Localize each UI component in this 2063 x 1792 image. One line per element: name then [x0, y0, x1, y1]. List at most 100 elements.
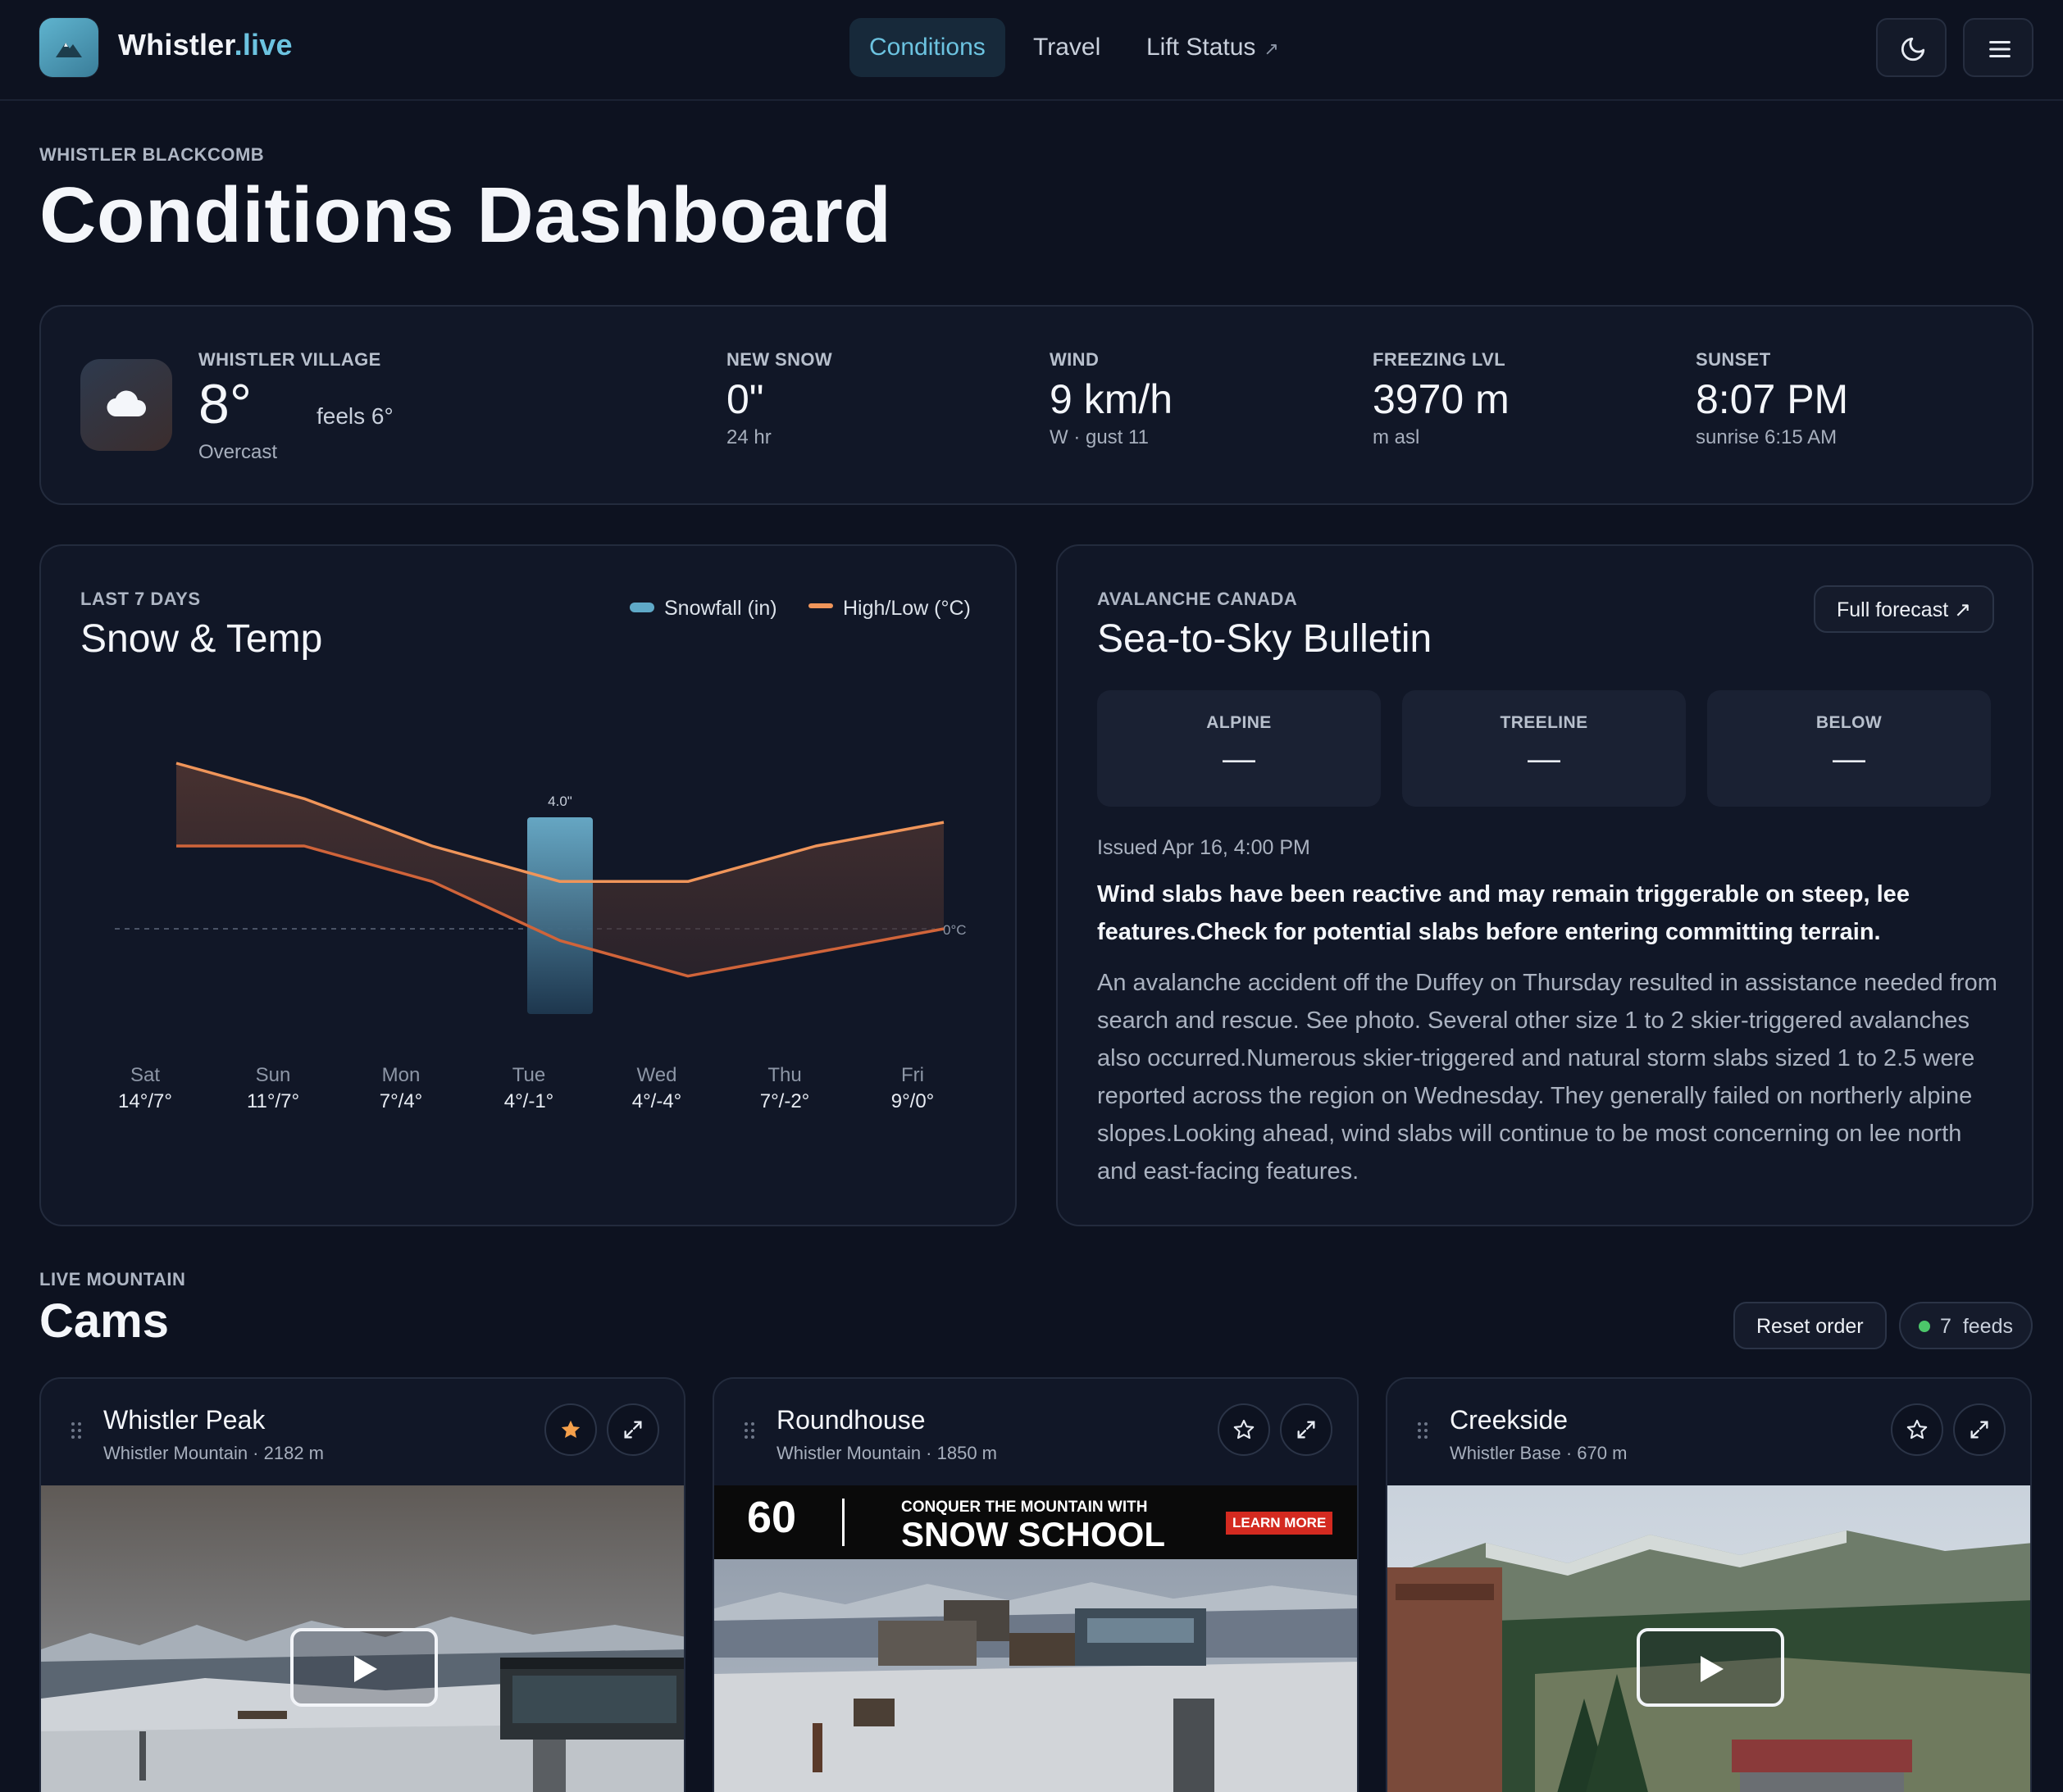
- danger-treeline-value: —: [1528, 741, 1560, 777]
- sunset-label: SUNSET: [1696, 349, 1771, 370]
- brand-name[interactable]: Whistler.live: [118, 28, 293, 62]
- bulletin-issued: Issued Apr 16, 4:00 PM: [1097, 836, 1310, 859]
- danger-alpine-label: ALPINE: [1206, 713, 1272, 732]
- cam-title: Whistler Peak: [103, 1405, 266, 1435]
- weather-summary: Overcast: [198, 441, 278, 463]
- bulletin-highlight: Wind slabs have been reactive and may re…: [1097, 881, 1910, 945]
- low-temp-line: [176, 844, 945, 978]
- danger-alpine-value: —: [1223, 741, 1255, 777]
- wind-sub: W · gust 11: [1050, 426, 1149, 448]
- star-outline-icon: [1906, 1419, 1928, 1440]
- drag-handle-icon[interactable]: [1417, 1421, 1428, 1440]
- expand-button[interactable]: [1953, 1403, 2006, 1456]
- cam-feed-image[interactable]: [41, 1485, 684, 1792]
- page-title: Conditions Dashboard: [39, 171, 892, 259]
- day-name-wed: Wed: [636, 1064, 677, 1086]
- freezing-level-label: FREEZING LVL: [1373, 349, 1506, 370]
- day-temps-sat: 14°/7°: [118, 1090, 172, 1112]
- ad-line2: SNOW SCHOOL: [901, 1515, 1165, 1553]
- day-temps-wed: 4°/-4°: [631, 1090, 682, 1112]
- danger-below-label: BELOW: [1815, 713, 1883, 732]
- legend-highlow: High/Low (°C): [808, 597, 971, 621]
- legend-highlow-swatch: [808, 603, 833, 609]
- new-snow-value: 0": [726, 376, 764, 422]
- play-button[interactable]: [290, 1628, 438, 1707]
- day-name-sat: Sat: [130, 1064, 161, 1086]
- feeds-label: feeds: [1962, 1315, 2013, 1338]
- favorite-button[interactable]: [1218, 1403, 1270, 1456]
- new-snow-sub: 24 hr: [726, 426, 772, 448]
- cam-feed-image[interactable]: [1387, 1485, 2030, 1792]
- reset-order-button[interactable]: Reset order: [1733, 1302, 1887, 1349]
- cam-title: Creekside: [1450, 1405, 1569, 1435]
- star-filled-icon: [561, 1420, 581, 1439]
- snowfall-bar-tue: [527, 817, 593, 1014]
- cam-subtitle: Whistler Mountain · 1850 m: [776, 1443, 997, 1463]
- expand-icon: [1297, 1421, 1315, 1439]
- nav-link-lift-status[interactable]: Lift Status ↗: [1127, 18, 1299, 77]
- legend-highlow-label: High/Low (°C): [843, 597, 971, 620]
- danger-below-value: —: [1833, 741, 1865, 777]
- favorite-button[interactable]: [544, 1403, 597, 1456]
- cams-eyebrow: LIVE MOUNTAIN: [39, 1269, 186, 1289]
- new-snow-label: NEW SNOW: [726, 349, 833, 370]
- legend-snowfall-swatch: [630, 603, 654, 613]
- day-name-thu: Thu: [767, 1064, 802, 1086]
- full-forecast-button[interactable]: Full forecast ↗: [1814, 585, 1995, 633]
- cloud-icon: [107, 390, 146, 417]
- cam-card-roundhouse[interactable]: Roundhouse Whistler Mountain · 1850 m: [713, 1377, 1359, 1792]
- current-temp: 8°: [198, 373, 253, 435]
- legend-snowfall: Snowfall (in): [630, 597, 777, 621]
- day-name-tue: Tue: [512, 1064, 546, 1086]
- day-name-fri: Fri: [901, 1064, 924, 1086]
- cam-title: Roundhouse: [776, 1405, 926, 1435]
- sunset-value: 8:07 PM: [1696, 376, 1849, 422]
- high-temp-line: [175, 762, 945, 884]
- play-icon: [354, 1656, 377, 1682]
- day-temps-tue: 4°/-1°: [503, 1090, 554, 1112]
- avalanche-bulletin-card: AVALANCHE CANADA Sea-to-Sky Bulletin Ful…: [1056, 544, 2033, 1226]
- nav-link-lift-status-label: Lift Status: [1146, 34, 1256, 61]
- bulletin-title: Sea-to-Sky Bulletin: [1097, 617, 1432, 661]
- cam-card-creekside[interactable]: Creekside Whistler Base · 670 m: [1386, 1377, 2032, 1792]
- play-icon: [1701, 1656, 1724, 1682]
- legend-snowfall-label: Snowfall (in): [664, 597, 777, 620]
- theme-toggle-button[interactable]: [1876, 18, 1947, 77]
- whistler-peak-scene: [41, 1485, 684, 1792]
- cam-feed-image[interactable]: 60 CONQUER THE MOUNTAIN WITH SNOW SCHOOL…: [714, 1485, 1357, 1792]
- cam-subtitle: Whistler Mountain · 2182 m: [103, 1443, 324, 1463]
- live-dot-icon: [1919, 1321, 1930, 1332]
- cam-card-whistler-peak[interactable]: Whistler Peak Whistler Mountain · 2182 m: [39, 1377, 685, 1792]
- nav-link-conditions-label: Conditions: [869, 34, 986, 61]
- bulletin-body: An avalanche accident off the Duffey on …: [1097, 970, 1997, 1185]
- ad-divider: [842, 1499, 845, 1546]
- ad-banner[interactable]: 60 CONQUER THE MOUNTAIN WITH SNOW SCHOOL…: [714, 1485, 1357, 1559]
- current-conditions-card: WHISTLER VILLAGE 8° feels 6° Overcast NE…: [39, 305, 2033, 505]
- ad-learn-more-button[interactable]: LEARN MORE: [1226, 1512, 1333, 1535]
- drag-handle-icon[interactable]: [71, 1421, 82, 1440]
- brand-name-text: Whistler: [118, 28, 235, 61]
- brand-tld: .live: [234, 28, 293, 61]
- drag-handle-icon[interactable]: [744, 1421, 755, 1440]
- nav-link-conditions[interactable]: Conditions: [849, 18, 1005, 77]
- menu-button[interactable]: [1963, 18, 2033, 77]
- creekside-scene: [1387, 1485, 2030, 1792]
- feeds-count: 7: [1940, 1315, 1951, 1338]
- logo-icon[interactable]: [39, 18, 98, 77]
- play-button[interactable]: [1637, 1628, 1784, 1707]
- external-link-icon: ↗: [1264, 39, 1279, 59]
- snowfall-bar-label: 4.0": [548, 794, 572, 809]
- expand-button[interactable]: [1280, 1403, 1332, 1456]
- favorite-button[interactable]: [1891, 1403, 1943, 1456]
- freezing-level-value: 3970 m: [1373, 376, 1510, 422]
- expand-icon: [624, 1421, 642, 1439]
- day-name-mon: Mon: [381, 1064, 421, 1086]
- snow-temp-eyebrow: LAST 7 DAYS: [80, 589, 201, 609]
- ad-line1: CONQUER THE MOUNTAIN WITH: [901, 1499, 1148, 1516]
- nav-link-travel[interactable]: Travel: [1013, 18, 1120, 77]
- danger-treeline-label: TREELINE: [1500, 713, 1588, 732]
- day-temps-sun: 11°/7°: [246, 1090, 300, 1112]
- cams-title: Cams: [39, 1294, 169, 1348]
- top-nav: Whistler.live Conditions Travel Lift Sta…: [0, 0, 2063, 101]
- expand-button[interactable]: [607, 1403, 659, 1456]
